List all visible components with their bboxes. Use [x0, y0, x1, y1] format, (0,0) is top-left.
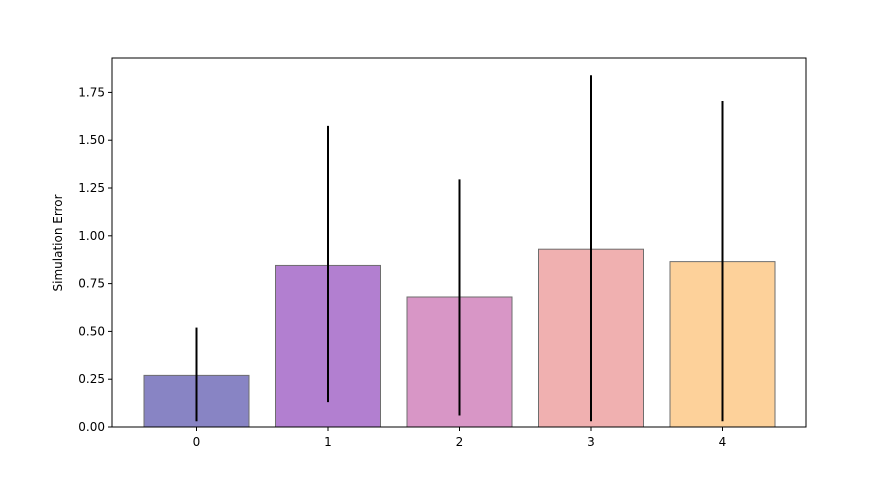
plot-frame: [111, 57, 807, 428]
y-axis-title: Simulation Error: [51, 194, 65, 291]
y-tick-label-5: 1.25: [78, 181, 105, 195]
y-tick-label-2: 0.50: [78, 324, 105, 338]
y-tick-label-3: 0.75: [78, 277, 105, 291]
y-tick-label-6: 1.50: [78, 133, 105, 147]
error-bars: [195, 75, 724, 422]
y-tick-label-0: 0.00: [78, 420, 105, 434]
y-tick-label-4: 1.00: [78, 229, 105, 243]
x-tick-label-1: 1: [324, 435, 332, 449]
x-tick-label-2: 2: [456, 435, 464, 449]
y-tick-label-7: 1.75: [78, 85, 105, 99]
x-tick-label-3: 3: [587, 435, 595, 449]
x-axis: 0 1 2 3 4: [193, 427, 727, 449]
x-tick-label-4: 4: [719, 435, 727, 449]
y-axis: 0.00 0.25 0.50 0.75 1.00 1.25 1.50 1.75: [78, 85, 112, 434]
x-tick-label-0: 0: [193, 435, 201, 449]
y-tick-label-1: 0.25: [78, 372, 105, 386]
